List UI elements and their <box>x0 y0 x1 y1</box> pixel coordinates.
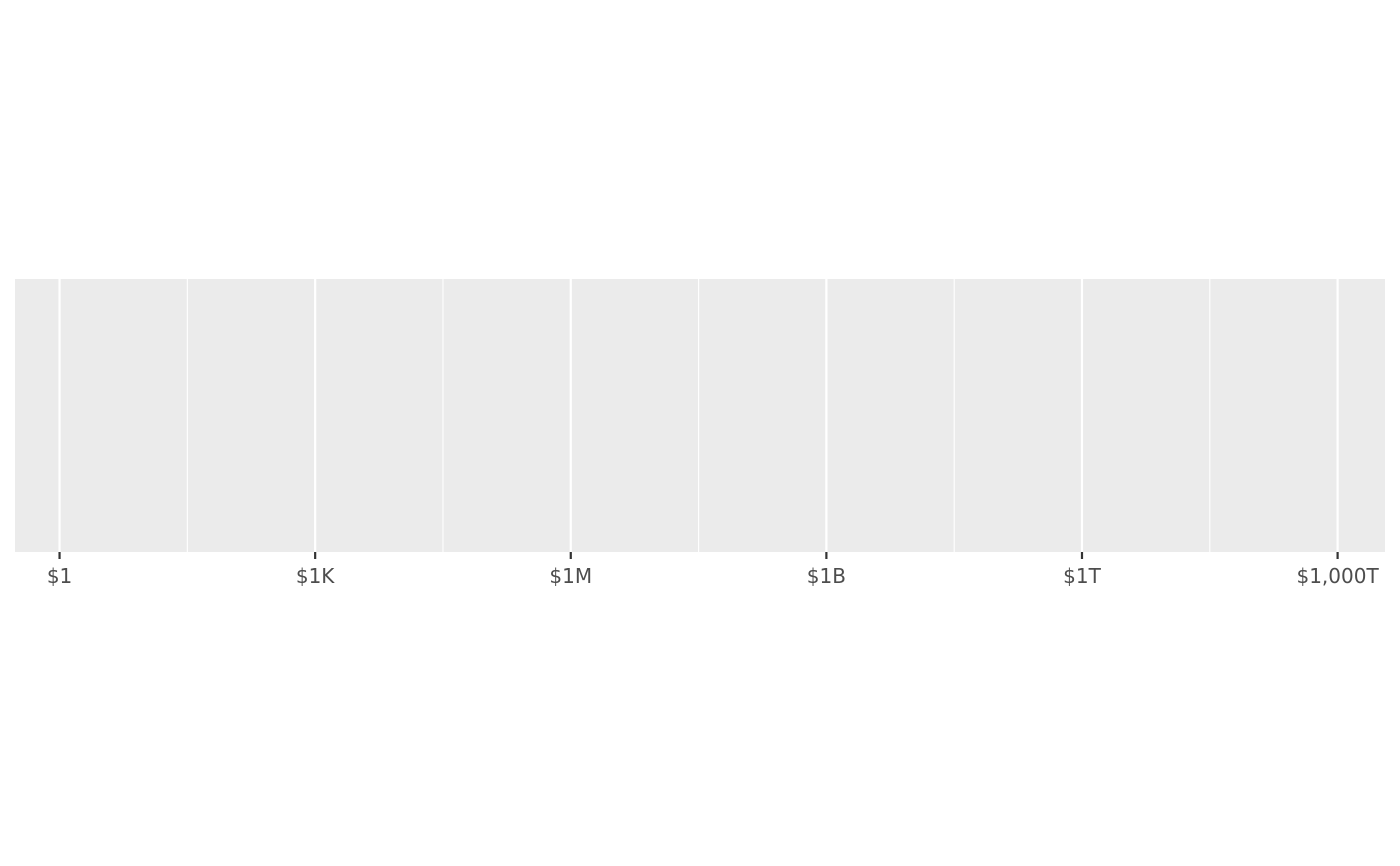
x-tick-label-5: $1,000T <box>1296 564 1379 588</box>
x-tick-label-3: $1B <box>807 564 846 588</box>
x-tick-marks <box>58 552 1339 559</box>
minor-gridlines <box>186 279 1211 552</box>
x-axis: $1 $1K $1M $1B $1T $1,000T <box>47 552 1380 588</box>
x-tick-label-0: $1 <box>47 564 72 588</box>
plot-panel <box>15 279 1385 552</box>
x-tick-label-1: $1K <box>296 564 335 588</box>
x-tick-label-4: $1T <box>1063 564 1101 588</box>
x-tick-labels: $1 $1K $1M $1B $1T $1,000T <box>47 564 1380 588</box>
major-gridlines <box>58 279 1339 552</box>
x-tick-label-2: $1M <box>549 564 592 588</box>
